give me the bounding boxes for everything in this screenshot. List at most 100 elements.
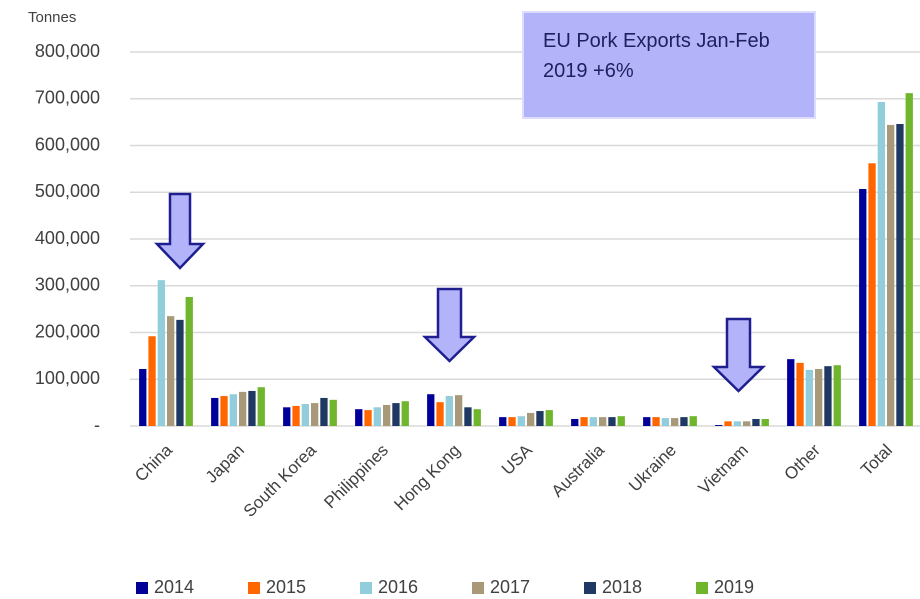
bar xyxy=(896,123,904,427)
bar xyxy=(364,410,372,426)
y-tick-label: 300,000 xyxy=(35,275,100,295)
bar xyxy=(805,369,813,426)
x-tick-label: Japan xyxy=(202,441,248,487)
bar xyxy=(185,296,193,426)
bar xyxy=(680,417,688,426)
bar xyxy=(517,416,525,426)
legend-swatch xyxy=(472,582,484,594)
y-tick-label: 500,000 xyxy=(35,181,100,201)
legend-label: 2014 xyxy=(154,577,194,597)
bar xyxy=(527,412,535,426)
bar xyxy=(536,411,544,426)
bar xyxy=(373,407,381,426)
arrow xyxy=(154,192,206,270)
bar xyxy=(473,409,481,426)
y-tick-label: 600,000 xyxy=(35,134,100,154)
y-axis-label: Tonnes xyxy=(28,9,76,26)
bar xyxy=(239,391,247,426)
bar xyxy=(824,366,832,426)
bar xyxy=(661,418,669,426)
legend-label: 2018 xyxy=(602,577,642,597)
bar xyxy=(455,395,463,426)
bar xyxy=(887,124,895,427)
bar xyxy=(868,163,876,426)
bar xyxy=(796,362,804,426)
bar xyxy=(859,188,867,426)
bar xyxy=(320,397,328,426)
bar xyxy=(671,418,679,426)
bar xyxy=(787,359,795,426)
annotation-holder: EU Pork Exports Jan-Feb 2019 +6% xyxy=(543,30,770,82)
bar xyxy=(383,404,391,426)
plot: - 100,000 200,000 300,000 400,000 500,000 600,… xyxy=(35,41,920,597)
bar xyxy=(617,416,625,426)
bar xyxy=(176,319,184,426)
arrows xyxy=(154,192,767,393)
bar xyxy=(877,102,885,427)
bar xyxy=(229,394,237,426)
bar xyxy=(436,402,444,426)
y-tick-label: 400,000 xyxy=(35,228,100,248)
bar xyxy=(329,399,337,426)
bar xyxy=(545,410,553,426)
bar xyxy=(499,417,507,426)
bar xyxy=(355,409,363,426)
bar xyxy=(257,387,265,426)
x-tick-label: Total xyxy=(857,441,896,480)
bar xyxy=(211,397,219,426)
legend-swatch xyxy=(360,582,372,594)
bar xyxy=(148,336,156,426)
x-tick-label: South Korea xyxy=(240,440,321,521)
legend-swatch xyxy=(136,582,148,594)
bar xyxy=(652,417,660,426)
bar xyxy=(292,405,300,426)
bar xyxy=(643,417,651,426)
bar xyxy=(167,316,175,426)
bar xyxy=(833,365,841,426)
annotation: EU Pork Exports Jan-Feb 2019 +6% xyxy=(522,11,816,119)
arrow xyxy=(710,317,767,393)
bar xyxy=(752,418,760,426)
legend-swatch xyxy=(696,582,708,594)
x-tick-label: Hong Kong xyxy=(390,441,464,515)
bar xyxy=(464,407,472,426)
x-tick-label: Philippines xyxy=(320,441,392,513)
bar xyxy=(392,403,400,426)
x-tick-label: Ukraine xyxy=(625,441,680,496)
bar xyxy=(283,407,291,426)
y-tick-label: 800,000 xyxy=(35,41,100,61)
legend-swatch xyxy=(584,582,596,594)
bar xyxy=(905,93,913,426)
bar xyxy=(401,401,409,426)
legend-label: 2017 xyxy=(490,577,530,597)
bar xyxy=(220,396,228,426)
bar xyxy=(580,417,588,426)
bar xyxy=(608,417,616,426)
bar xyxy=(311,403,319,426)
legend-label: 2016 xyxy=(378,577,418,597)
bar xyxy=(508,417,516,426)
bar xyxy=(248,390,256,426)
bar xyxy=(571,418,579,426)
bar xyxy=(427,394,435,426)
y-tick-label: 200,000 xyxy=(35,321,100,341)
bar xyxy=(689,416,697,426)
y-tick-label: 700,000 xyxy=(35,88,100,108)
bar xyxy=(724,421,732,426)
x-tick-label: Vietnam xyxy=(695,441,752,498)
x-tick-label: Other xyxy=(780,440,824,484)
arrow xyxy=(421,287,478,363)
x-tick-label: China xyxy=(131,440,176,485)
bar xyxy=(761,418,769,426)
bar xyxy=(743,421,751,426)
bar xyxy=(815,368,823,426)
y-tick-label: 100,000 xyxy=(35,368,100,388)
legend-label: 2015 xyxy=(266,577,306,597)
legend-swatch xyxy=(248,582,260,594)
bar xyxy=(733,421,741,426)
y-tick-label: - xyxy=(94,415,100,435)
legend-label: 2019 xyxy=(714,577,754,597)
bar xyxy=(445,396,453,426)
x-tick-label: USA xyxy=(498,440,537,479)
